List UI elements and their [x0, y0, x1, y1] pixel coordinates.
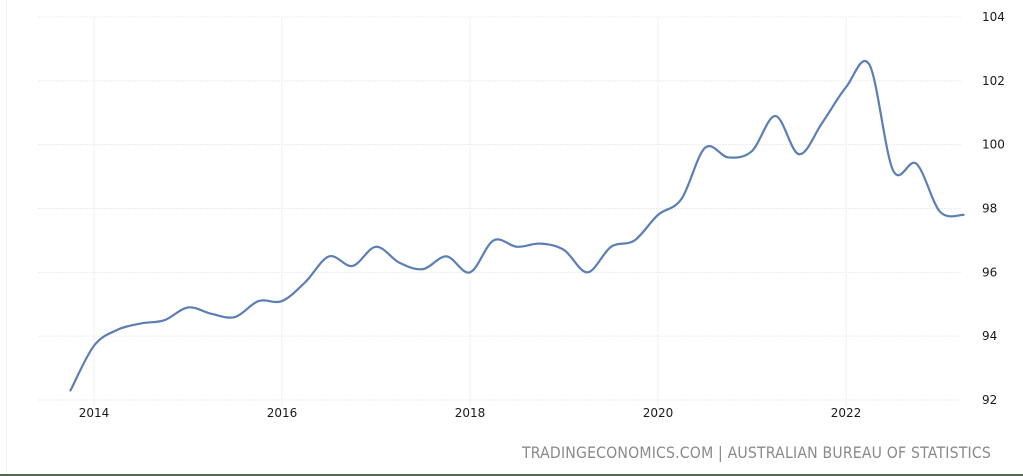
data-series-line[interactable] [69, 60, 965, 392]
y-tick-label: 98 [982, 202, 997, 216]
x-tick-label: 2020 [643, 406, 674, 420]
x-tick-label: 2014 [79, 406, 110, 420]
chart-grid [38, 16, 962, 406]
y-tick-label: 96 [982, 265, 997, 279]
bottom-border [0, 474, 1023, 476]
x-tick-label: 2022 [831, 406, 862, 420]
y-tick-label: 104 [982, 10, 1005, 24]
y-tick-label: 94 [982, 329, 997, 343]
y-tick-label: 102 [982, 74, 1005, 88]
x-tick-label: 2016 [267, 406, 298, 420]
frame-left-border [6, 0, 7, 474]
x-tick-label: 2018 [455, 406, 486, 420]
source-attribution[interactable]: TRADINGECONOMICS.COM | AUSTRALIAN BUREAU… [522, 443, 991, 462]
y-tick-label: 92 [982, 393, 997, 407]
x-axis: 2014 2016 2018 2020 2022 [79, 406, 862, 420]
y-tick-label: 100 [982, 138, 1005, 152]
y-axis: 92 94 96 98 100 102 104 [982, 10, 1005, 407]
